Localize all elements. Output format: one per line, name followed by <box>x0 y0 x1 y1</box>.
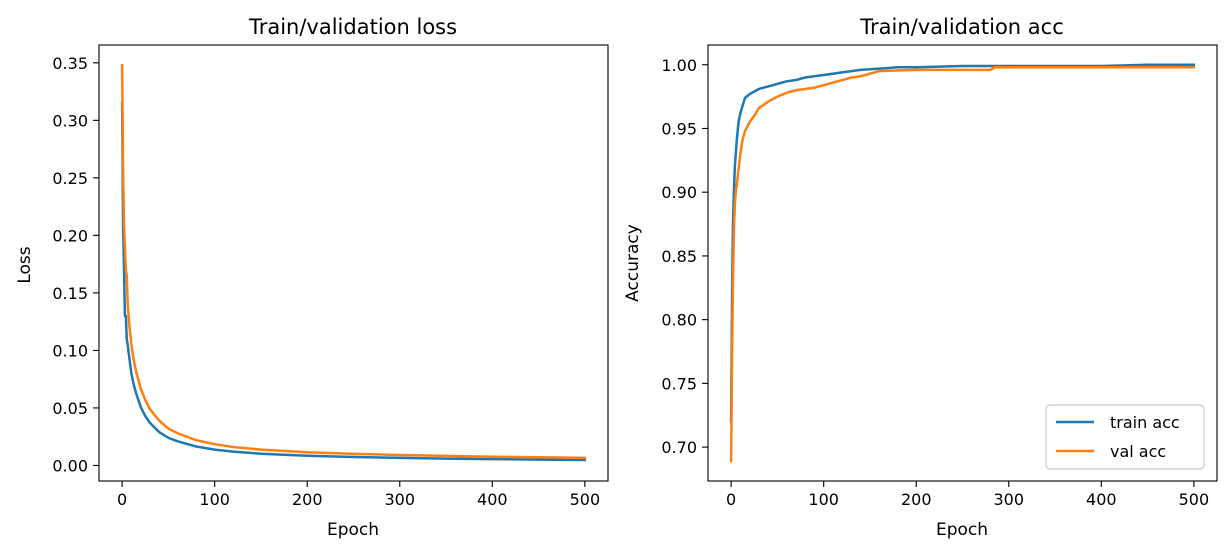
legend: train acc val acc <box>1045 404 1205 470</box>
loss-x-tick-label: 0 <box>117 490 127 509</box>
accuracy-x-axis-label: Epoch <box>936 520 988 540</box>
loss-y-axis-label: Loss <box>15 246 35 283</box>
accuracy-plot-frame <box>707 44 1218 482</box>
accuracy-y-tick-label: 0.70 <box>661 438 697 457</box>
accuracy-x-tick-label: 200 <box>901 490 932 509</box>
accuracy-y-tick-label: 0.90 <box>661 183 697 202</box>
loss-y-tick-label: 0.35 <box>52 54 88 73</box>
accuracy-y-tick-label: 1.00 <box>661 56 697 75</box>
legend-label-val-acc: val acc <box>1110 442 1166 461</box>
loss-x-tick-label: 300 <box>384 490 415 509</box>
loss-x-tick-label: 500 <box>570 490 601 509</box>
accuracy-chart-title: Train/validation acc <box>859 15 1064 39</box>
accuracy-x-tick-label: 400 <box>1086 490 1117 509</box>
loss-series-group <box>120 63 587 462</box>
accuracy-x-tick-label: 0 <box>726 490 736 509</box>
loss-y-tick-label: 0.10 <box>52 341 88 360</box>
accuracy-line-val-acc <box>729 66 1196 463</box>
accuracy-x-tick-label: 100 <box>808 490 839 509</box>
accuracy-series-group <box>729 63 1196 463</box>
loss-chart-title: Train/validation loss <box>248 15 457 39</box>
loss-y-tick-label: 0.00 <box>52 456 88 475</box>
loss-x-tick-label: 100 <box>199 490 230 509</box>
loss-y-tick-label: 0.05 <box>52 399 88 418</box>
accuracy-y-tick-label: 0.85 <box>661 247 697 266</box>
loss-plot-frame <box>98 44 609 482</box>
legend-label-train-acc: train acc <box>1110 413 1180 432</box>
loss-x-tick-label: 200 <box>292 490 323 509</box>
loss-chart: Train/validation loss Epoch Loss 0 100 200… <box>15 15 609 540</box>
loss-y-tick-label: 0.20 <box>52 226 88 245</box>
accuracy-y-tick-label: 0.75 <box>661 374 697 393</box>
loss-y-tick-label: 0.25 <box>52 169 88 188</box>
accuracy-y-tick-label: 0.95 <box>661 119 697 138</box>
accuracy-x-tick-label: 500 <box>1179 490 1210 509</box>
loss-line-series-0 <box>120 101 587 462</box>
loss-y-tick-label: 0.30 <box>52 111 88 130</box>
accuracy-y-axis-label: Accuracy <box>623 224 643 302</box>
loss-x-tick-label: 400 <box>477 490 508 509</box>
accuracy-y-tick-label: 0.80 <box>661 311 697 330</box>
accuracy-chart: Train/validation acc Epoch Accuracy 0 100… <box>623 15 1218 540</box>
loss-y-tick-label: 0.15 <box>52 284 88 303</box>
loss-x-axis-label: Epoch <box>327 520 379 540</box>
accuracy-line-train-acc <box>729 63 1196 423</box>
loss-line-series-1 <box>120 63 587 460</box>
accuracy-x-tick-label: 300 <box>993 490 1024 509</box>
